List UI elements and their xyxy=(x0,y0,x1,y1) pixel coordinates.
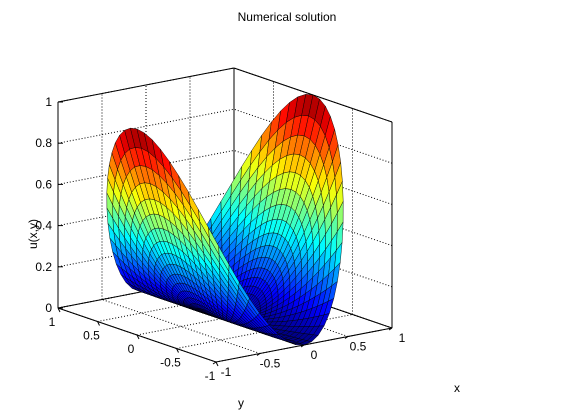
x-tick-label: -1 xyxy=(221,365,232,379)
z-tick-label: 0.4 xyxy=(35,219,52,233)
y-tick-mark xyxy=(57,307,61,313)
y-tick-label: 1 xyxy=(49,315,56,329)
z-tick-label: 0.8 xyxy=(35,136,52,150)
grid-line xyxy=(233,149,393,205)
x-tick-mark xyxy=(344,336,349,339)
axes-box-edge xyxy=(57,67,235,103)
y-tick-label: -1 xyxy=(205,369,216,383)
z-tick-label: 0.6 xyxy=(35,177,52,191)
grid-line xyxy=(101,299,261,354)
x-tick-mark xyxy=(300,344,305,348)
y-tick-label: 0 xyxy=(128,342,135,356)
y-tick-label: 0.5 xyxy=(83,329,100,343)
x-tick-label: 1 xyxy=(399,331,406,345)
y-tick-label: -0.5 xyxy=(160,356,181,370)
y-axis-label: y xyxy=(238,396,244,410)
surface-mesh xyxy=(106,93,344,346)
grid-line xyxy=(233,232,393,288)
x-axis-label: x xyxy=(454,381,460,395)
grid-line xyxy=(233,108,393,164)
y-tick-mark xyxy=(215,361,219,367)
x-tick-label: 0.5 xyxy=(350,340,367,354)
x-tick-mark xyxy=(388,327,393,331)
y-tick-mark xyxy=(97,321,100,326)
x-tick-mark xyxy=(212,361,217,365)
x-tick-label: -0.5 xyxy=(260,357,281,371)
z-axis-label: u(x,y) xyxy=(26,219,40,249)
z-tick-label: 0 xyxy=(45,301,52,315)
z-tick-label: 1 xyxy=(45,95,52,109)
x-tick-mark xyxy=(256,353,261,356)
axis-ticks: -1 -0.5 0 0.5 1 1 0.5 0 -0.5 -1 0 0.2 0.4 0.6 0.8 1 xyxy=(35,95,405,383)
y-tick-mark xyxy=(136,334,140,340)
z-tick-label: 0.2 xyxy=(35,260,52,274)
x-tick-label: 0 xyxy=(311,348,318,362)
grid-line xyxy=(233,191,393,247)
y-tick-mark xyxy=(176,348,179,353)
chart-title: Numerical solution xyxy=(238,10,337,24)
surface-patch xyxy=(160,149,173,178)
